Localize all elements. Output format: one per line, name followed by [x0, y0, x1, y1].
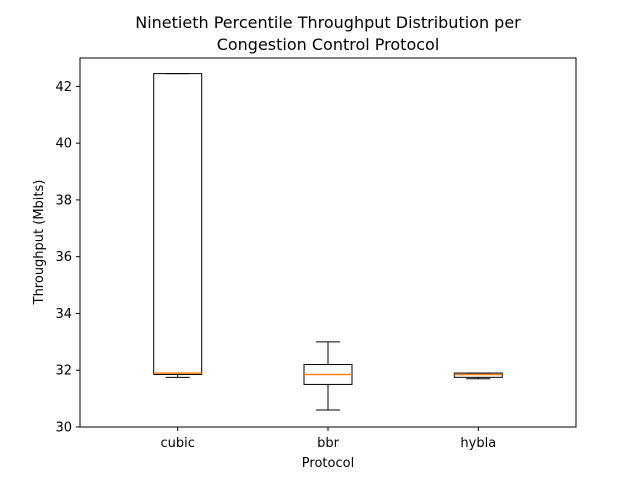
- y-tick-label: 42: [55, 80, 72, 95]
- y-tick-label: 38: [55, 193, 72, 208]
- x-tick-label: bbr: [317, 436, 340, 451]
- x-tick-label: cubic: [160, 436, 194, 451]
- axes-frame: [79, 57, 577, 428]
- y-tick-label: 36: [55, 250, 72, 265]
- y-tick-label: 30: [55, 421, 72, 436]
- chart-title-line-1: Ninetieth Percentile Throughput Distribu…: [135, 13, 521, 32]
- box-cubic: [153, 73, 203, 375]
- y-axis-label: Throughput (Mbits): [32, 180, 47, 306]
- y-tick-label: 34: [55, 307, 72, 322]
- chart-title-line-2: Congestion Control Protocol: [217, 35, 440, 54]
- x-tick-label: hybla: [460, 436, 496, 451]
- x-axis-label: Protocol: [302, 456, 354, 471]
- y-tick-label: 32: [55, 364, 72, 379]
- plot-area: 30 32 34 36 38 40 42 cubic bbr hybla: [55, 73, 503, 451]
- y-tick-label: 40: [55, 137, 72, 152]
